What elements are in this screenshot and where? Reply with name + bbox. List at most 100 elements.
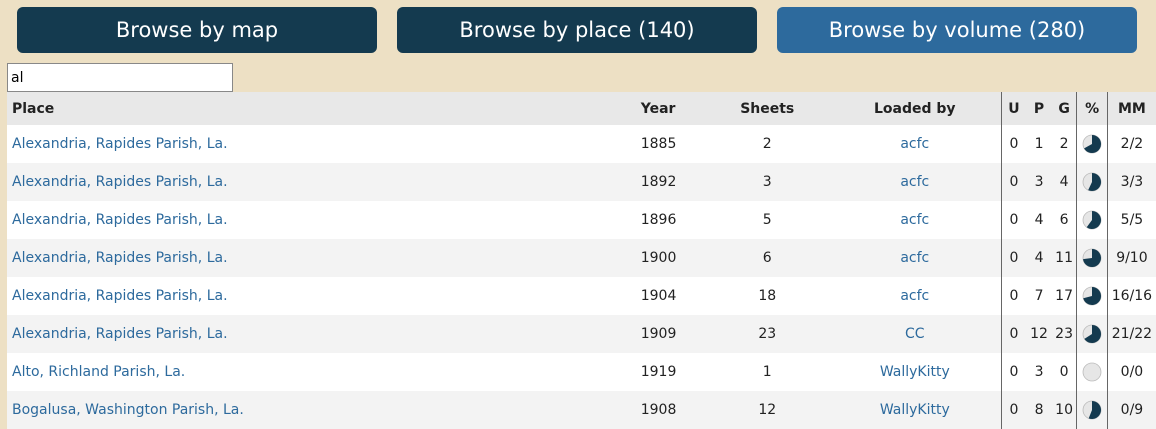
percent-cell bbox=[1076, 391, 1108, 429]
place-link[interactable]: Alexandria, Rapides Parish, La. bbox=[12, 212, 228, 228]
col-header-place[interactable]: Place bbox=[7, 92, 641, 125]
col-header-mm[interactable]: MM bbox=[1106, 92, 1156, 125]
percent-cell bbox=[1076, 277, 1108, 315]
mm-cell: 5/5 bbox=[1106, 201, 1156, 239]
mm-cell: 16/16 bbox=[1106, 277, 1156, 315]
g-cell: 6 bbox=[1051, 201, 1077, 239]
loaded-by-link[interactable]: acfc bbox=[900, 212, 930, 228]
g-cell: 10 bbox=[1051, 391, 1077, 429]
mm-cell: 2/2 bbox=[1106, 125, 1156, 163]
progress-pie-icon bbox=[1082, 400, 1102, 420]
col-header-loaded-by[interactable]: Loaded by bbox=[829, 92, 1002, 125]
loaded-by-cell: WallyKitty bbox=[829, 353, 1002, 391]
sheets-cell: 12 bbox=[705, 391, 829, 429]
place-link[interactable]: Alexandria, Rapides Parish, La. bbox=[12, 250, 228, 266]
u-cell: 0 bbox=[1000, 353, 1027, 391]
loaded-by-cell: acfc bbox=[829, 125, 1002, 163]
place-cell: Alto, Richland Parish, La. bbox=[7, 353, 641, 391]
place-link[interactable]: Bogalusa, Washington Parish, La. bbox=[12, 402, 244, 418]
g-cell: 2 bbox=[1051, 125, 1077, 163]
u-cell: 0 bbox=[1000, 277, 1027, 315]
year-cell: 1908 bbox=[640, 391, 706, 429]
sheets-cell: 2 bbox=[705, 125, 829, 163]
u-cell: 0 bbox=[1000, 391, 1027, 429]
place-cell: Bogalusa, Washington Parish, La. bbox=[7, 391, 641, 429]
loaded-by-link[interactable]: acfc bbox=[900, 136, 930, 152]
mm-cell: 0/0 bbox=[1106, 353, 1156, 391]
loaded-by-link[interactable]: WallyKitty bbox=[879, 364, 950, 380]
year-cell: 1904 bbox=[640, 277, 706, 315]
place-cell: Alexandria, Rapides Parish, La. bbox=[7, 277, 641, 315]
col-header-p[interactable]: P bbox=[1026, 92, 1052, 125]
table-row: Alto, Richland Parish, La. 1919 1 WallyK… bbox=[7, 353, 1156, 391]
progress-pie-icon bbox=[1082, 248, 1102, 268]
loaded-by-link[interactable]: acfc bbox=[900, 174, 930, 190]
loaded-by-link[interactable]: CC bbox=[905, 326, 925, 342]
progress-pie-icon bbox=[1082, 362, 1102, 382]
mm-cell: 9/10 bbox=[1106, 239, 1156, 277]
u-cell: 0 bbox=[1000, 201, 1027, 239]
loaded-by-cell: WallyKitty bbox=[829, 391, 1002, 429]
g-cell: 0 bbox=[1051, 353, 1077, 391]
loaded-by-cell: acfc bbox=[829, 201, 1002, 239]
loaded-by-link[interactable]: acfc bbox=[900, 288, 930, 304]
table-row: Bogalusa, Washington Parish, La. 1908 12… bbox=[7, 391, 1156, 429]
u-cell: 0 bbox=[1000, 315, 1027, 353]
col-header-year[interactable]: Year bbox=[640, 92, 706, 125]
place-cell: Alexandria, Rapides Parish, La. bbox=[7, 201, 641, 239]
loaded-by-cell: acfc bbox=[829, 163, 1002, 201]
u-cell: 0 bbox=[1000, 125, 1027, 163]
filter-input[interactable] bbox=[7, 63, 233, 92]
p-cell: 12 bbox=[1026, 315, 1052, 353]
sheets-cell: 18 bbox=[705, 277, 829, 315]
g-cell: 11 bbox=[1051, 239, 1077, 277]
p-cell: 1 bbox=[1026, 125, 1052, 163]
table-row: Alexandria, Rapides Parish, La. 1909 23 … bbox=[7, 315, 1156, 353]
loaded-by-link[interactable]: acfc bbox=[900, 250, 930, 266]
p-cell: 3 bbox=[1026, 353, 1052, 391]
year-cell: 1885 bbox=[640, 125, 706, 163]
browse-by-place-button[interactable]: Browse by place (140) bbox=[397, 7, 757, 53]
loaded-by-cell: acfc bbox=[829, 239, 1002, 277]
percent-cell bbox=[1076, 163, 1108, 201]
sheets-cell: 1 bbox=[705, 353, 829, 391]
u-cell: 0 bbox=[1000, 163, 1027, 201]
progress-pie-icon bbox=[1082, 134, 1102, 154]
p-cell: 4 bbox=[1026, 201, 1052, 239]
table-row: Alexandria, Rapides Parish, La. 1896 5 a… bbox=[7, 201, 1156, 239]
browse-by-volume-button[interactable]: Browse by volume (280) bbox=[777, 7, 1137, 53]
loaded-by-cell: CC bbox=[829, 315, 1002, 353]
place-link[interactable]: Alexandria, Rapides Parish, La. bbox=[12, 326, 228, 342]
place-link[interactable]: Alexandria, Rapides Parish, La. bbox=[12, 288, 228, 304]
progress-pie-icon bbox=[1082, 172, 1102, 192]
p-cell: 4 bbox=[1026, 239, 1052, 277]
mm-cell: 21/22 bbox=[1106, 315, 1156, 353]
loaded-by-cell: acfc bbox=[829, 277, 1002, 315]
table-header-row: Place Year Sheets Loaded by U P G % MM bbox=[7, 92, 1156, 125]
year-cell: 1900 bbox=[640, 239, 706, 277]
p-cell: 3 bbox=[1026, 163, 1052, 201]
col-header-g[interactable]: G bbox=[1051, 92, 1077, 125]
loaded-by-link[interactable]: WallyKitty bbox=[879, 402, 950, 418]
place-cell: Alexandria, Rapides Parish, La. bbox=[7, 125, 641, 163]
browse-by-map-button[interactable]: Browse by map bbox=[17, 7, 377, 53]
percent-cell bbox=[1076, 201, 1108, 239]
col-header-percent[interactable]: % bbox=[1076, 92, 1108, 125]
year-cell: 1896 bbox=[640, 201, 706, 239]
sheets-cell: 23 bbox=[705, 315, 829, 353]
place-cell: Alexandria, Rapides Parish, La. bbox=[7, 239, 641, 277]
place-link[interactable]: Alexandria, Rapides Parish, La. bbox=[12, 136, 228, 152]
place-cell: Alexandria, Rapides Parish, La. bbox=[7, 315, 641, 353]
progress-pie-icon bbox=[1082, 210, 1102, 230]
place-cell: Alexandria, Rapides Parish, La. bbox=[7, 163, 641, 201]
year-cell: 1919 bbox=[640, 353, 706, 391]
volumes-table: Place Year Sheets Loaded by U P G % MM A… bbox=[7, 92, 1156, 429]
col-header-u[interactable]: U bbox=[1000, 92, 1027, 125]
place-link[interactable]: Alto, Richland Parish, La. bbox=[12, 364, 186, 380]
year-cell: 1909 bbox=[640, 315, 706, 353]
place-link[interactable]: Alexandria, Rapides Parish, La. bbox=[12, 174, 228, 190]
percent-cell bbox=[1076, 353, 1108, 391]
sheets-cell: 3 bbox=[705, 163, 829, 201]
col-header-sheets[interactable]: Sheets bbox=[705, 92, 829, 125]
percent-cell bbox=[1076, 239, 1108, 277]
